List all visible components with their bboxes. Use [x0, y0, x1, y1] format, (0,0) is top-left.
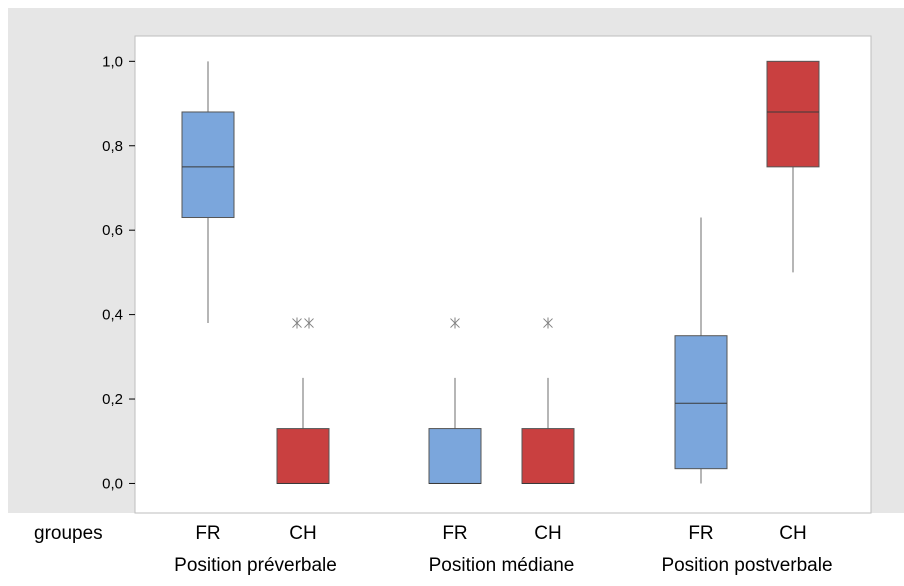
y-tick-label: 0,8 — [102, 138, 123, 155]
y-tick-label: 0,4 — [102, 307, 123, 324]
category-label: FR — [442, 523, 467, 544]
box-rect — [181, 111, 235, 219]
outlier-marker — [450, 317, 460, 329]
x-axis: groupes FR CH Position préverbale FR CH Posit… — [34, 523, 833, 576]
box-series — [181, 60, 820, 484]
box-fr — [674, 217, 728, 484]
group-label: Position préverbale — [174, 555, 337, 576]
box-ch — [766, 60, 820, 273]
box-rect — [674, 335, 728, 470]
box-rect — [276, 428, 330, 484]
x-row-title: groupes — [34, 523, 103, 544]
box-fr — [428, 317, 482, 484]
plot-area — [134, 35, 872, 514]
group-label: Position postverbale — [661, 555, 832, 576]
box-ch — [276, 317, 330, 484]
box-ch — [521, 317, 575, 484]
box-rect — [521, 428, 575, 484]
y-tick-label: 0,2 — [102, 391, 123, 408]
box-rect — [428, 428, 482, 484]
y-axis: 0,0 0,2 0,4 0,6 0,8 1,0 — [102, 53, 135, 492]
category-label: CH — [534, 523, 561, 544]
y-tick-label: 1,0 — [102, 53, 123, 70]
y-tick-label: 0,6 — [102, 222, 123, 239]
y-tick-label: 0,0 — [102, 475, 123, 492]
group-label: Position médiane — [429, 555, 575, 576]
outlier-marker — [304, 317, 314, 329]
category-label: CH — [779, 523, 806, 544]
category-label: CH — [289, 523, 316, 544]
category-label: FR — [195, 523, 220, 544]
category-label: FR — [688, 523, 713, 544]
outlier-marker — [292, 317, 302, 329]
outlier-marker — [543, 317, 553, 329]
box-fr — [181, 61, 235, 324]
box-rect — [766, 60, 820, 168]
